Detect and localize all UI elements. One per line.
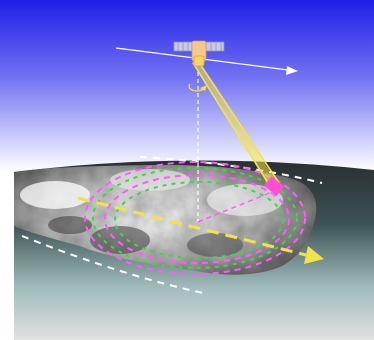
scan-radius-line bbox=[197, 191, 273, 223]
scan-beam bbox=[192, 60, 284, 196]
antenna-footprint-icon bbox=[84, 161, 306, 275]
swath-edge-near bbox=[21, 235, 209, 295]
sky-background bbox=[0, 0, 374, 172]
satellite-icon bbox=[173, 40, 225, 67]
ground-track-arrow-icon bbox=[77, 196, 324, 264]
rotation-arrow-icon bbox=[188, 83, 207, 92]
